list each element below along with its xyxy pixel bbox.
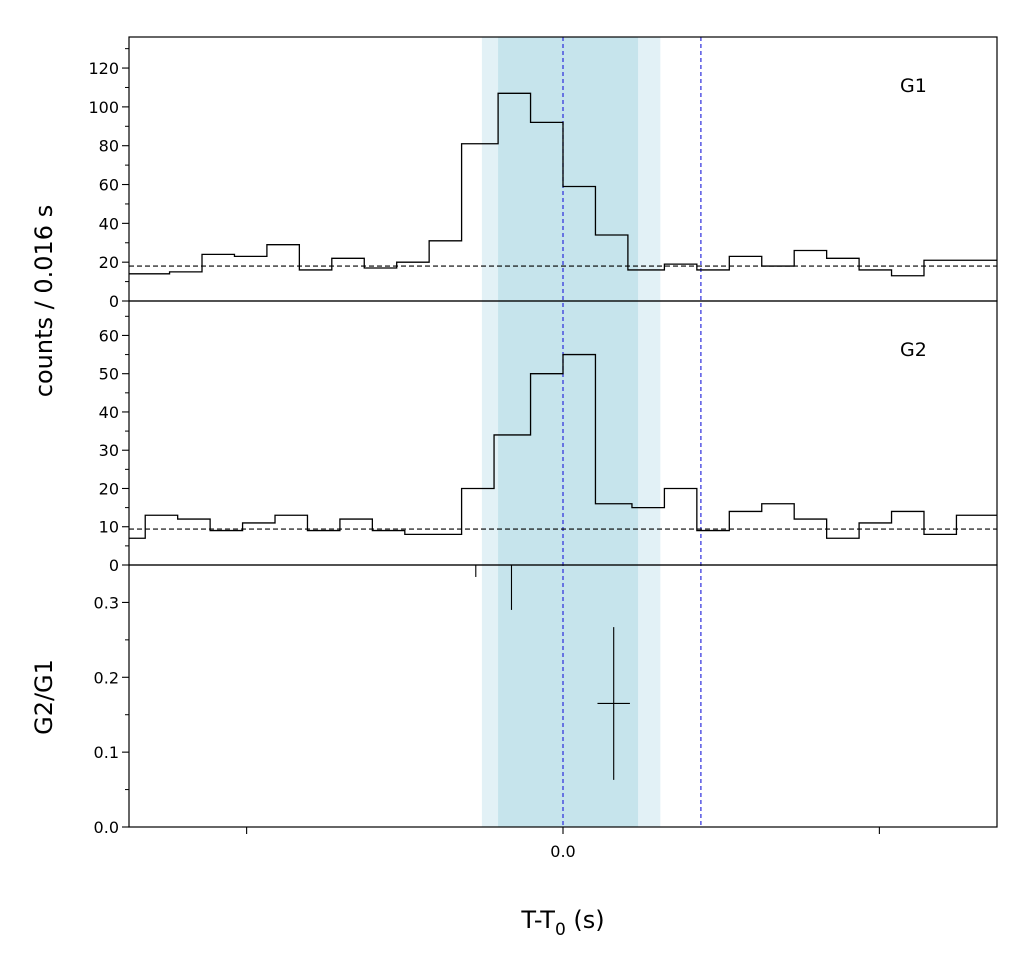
y-tick-label-1-2: 20 — [99, 479, 119, 498]
panel-label-g1: G1 — [900, 75, 927, 97]
y-tick-label-1-5: 50 — [99, 365, 119, 384]
y-tick-label-0-1: 20 — [99, 253, 119, 272]
x-axis-label-main: T-T — [520, 906, 555, 934]
text-layer: counts / 0.016 s G2/G1 G1 G2 T-T0 (s) 02… — [30, 59, 927, 940]
y-tick-label-0-4: 80 — [99, 137, 119, 156]
y-tick-label-1-4: 40 — [99, 403, 119, 422]
y-tick-label-0-6: 120 — [88, 59, 119, 78]
y-tick-label-2-3: 0.3 — [94, 593, 119, 612]
ratio-y-axis-label: G2/G1 — [30, 659, 58, 735]
data-layer — [129, 92, 997, 780]
y-tick-label-0-5: 100 — [88, 98, 119, 117]
x-axis-label: T-T0 (s) — [520, 906, 604, 940]
histogram-g2 — [129, 353, 997, 539]
panel-label-g2: G2 — [900, 339, 927, 361]
y-tick-label-2-1: 0.1 — [94, 743, 119, 762]
x-axis-label-unit: (s) — [566, 906, 605, 934]
axes-layer — [122, 36, 998, 834]
histogram-g1 — [129, 92, 997, 277]
shared-y-axis-label: counts / 0.016 s — [30, 205, 58, 397]
vertical-lines-layer — [562, 37, 702, 827]
shaded-region-1 — [498, 37, 639, 827]
y-tick-label-0-3: 60 — [99, 176, 119, 195]
x-axis-label-subscript: 0 — [555, 920, 566, 940]
x-tick-label-0: 0.0 — [550, 842, 575, 861]
shaded-regions-layer — [481, 37, 661, 827]
y-tick-label-1-0: 0 — [109, 556, 119, 575]
y-tick-label-2-2: 0.2 — [94, 668, 119, 687]
y-tick-label-2-0: 0.0 — [94, 818, 119, 837]
y-tick-label-1-3: 30 — [99, 441, 119, 460]
y-tick-label-1-1: 10 — [99, 518, 119, 537]
y-tick-label-0-2: 40 — [99, 214, 119, 233]
y-tick-label-0-0: 0 — [109, 292, 119, 311]
y-tick-label-1-6: 60 — [99, 326, 119, 345]
